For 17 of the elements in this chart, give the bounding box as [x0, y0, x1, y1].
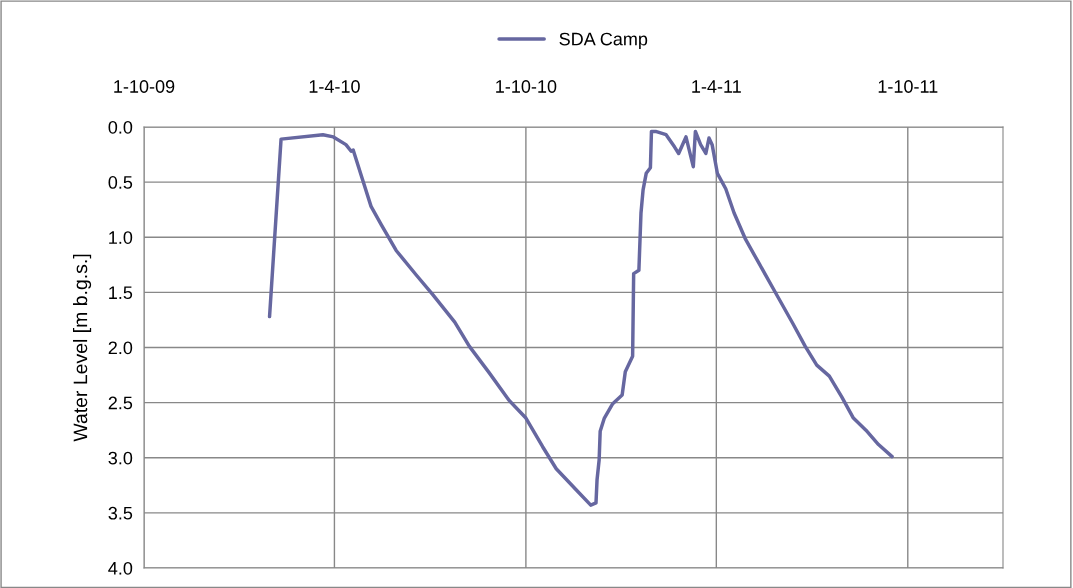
y-tick-label: 3.0	[108, 451, 133, 465]
y-tick-label: 4.0	[108, 561, 133, 575]
y-tick-label: 3.5	[108, 506, 133, 520]
y-tick-label: 2.0	[108, 341, 133, 355]
y-tick-label: 2.5	[108, 396, 133, 410]
x-tick-label: 1-10-11	[878, 80, 938, 93]
line-series	[267, 129, 894, 507]
x-tick-label: 1-4-10	[309, 80, 360, 93]
y-tick-label: 1.0	[109, 231, 133, 244]
legend-label: SDA Camp	[559, 32, 648, 50]
y-tick-label: 0.5	[108, 176, 133, 189]
y-axis-title: Water Level [m b.g.s.]	[73, 254, 92, 442]
y-tick-label: 1.5	[109, 286, 133, 300]
y-tick-label: 0.0	[108, 120, 133, 134]
x-tick-label: 1-4-11	[692, 80, 741, 93]
x-tick-label: 1-10-10	[496, 80, 557, 93]
x-tick-label: 1-10-09	[114, 80, 175, 93]
